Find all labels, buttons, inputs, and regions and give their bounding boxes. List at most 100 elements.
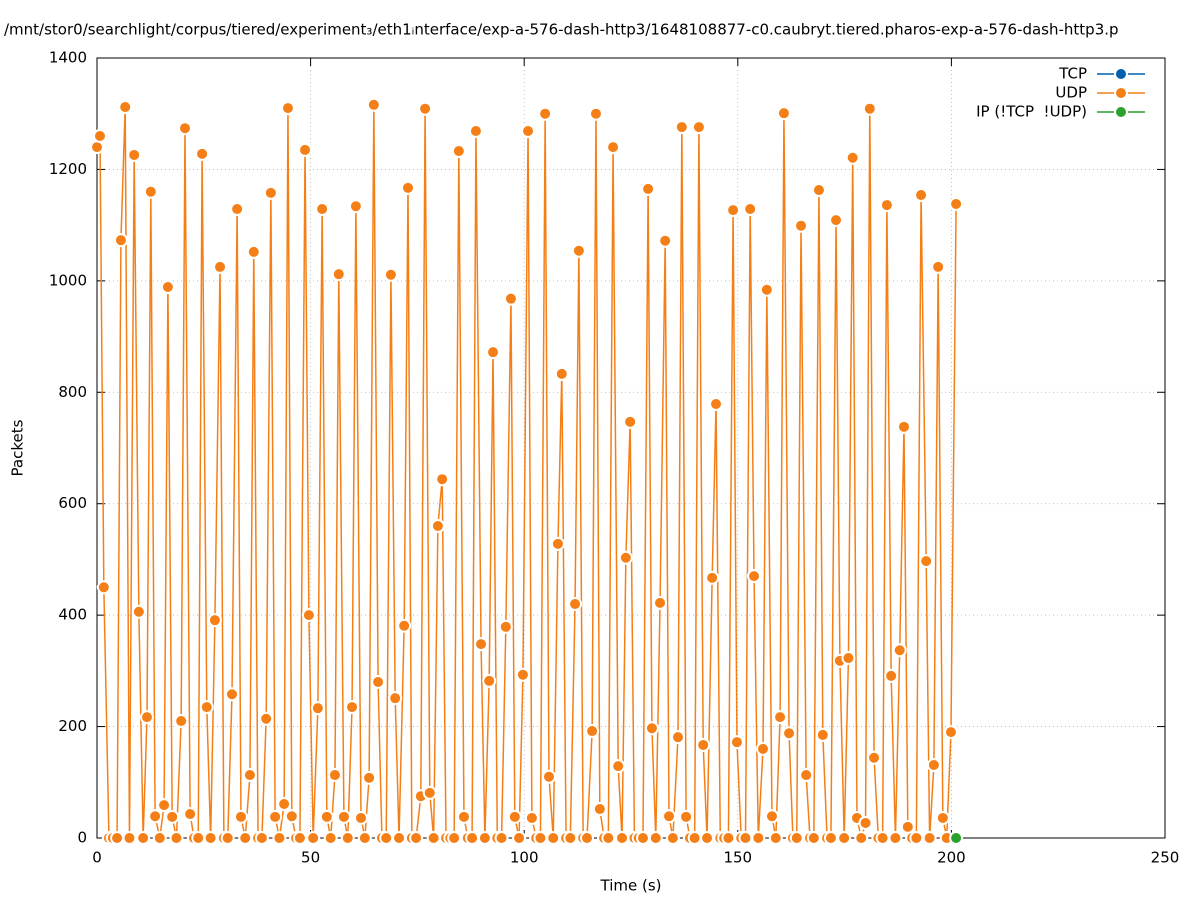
data-point [213, 259, 228, 274]
data-point [726, 203, 741, 218]
data-point [512, 831, 527, 845]
data-point [854, 831, 869, 845]
y-tick-label: 1400 [49, 49, 87, 67]
data-point [157, 798, 172, 813]
data-point [799, 768, 814, 783]
data-point [611, 759, 626, 774]
data-point [747, 569, 762, 584]
data-point [729, 735, 744, 750]
data-point [284, 809, 299, 824]
y-tick-label: 800 [58, 383, 87, 401]
data-point [110, 831, 125, 845]
data-point [254, 831, 269, 845]
data-point [794, 218, 809, 233]
data-point [533, 831, 548, 845]
data-point [169, 831, 184, 845]
data-point [823, 831, 838, 845]
data-point [592, 802, 607, 817]
y-tick-label: 200 [58, 717, 87, 735]
data-point [670, 730, 685, 745]
data-point [92, 129, 107, 143]
data-point [931, 259, 946, 274]
data-point [588, 106, 603, 121]
data-point [691, 120, 706, 135]
plot-area [90, 97, 964, 845]
data-point [935, 810, 950, 825]
data-point [191, 831, 206, 845]
data-point [618, 550, 633, 565]
data-point [298, 142, 313, 157]
data-point [858, 815, 873, 830]
legend-label: IP (!TCP !UDP) [976, 103, 1087, 121]
data-point [357, 831, 372, 845]
data-point [919, 554, 934, 569]
data-point [409, 831, 424, 845]
data-point [301, 608, 316, 623]
data-point [579, 831, 594, 845]
data-point [709, 396, 724, 411]
x-tick-label: 0 [92, 849, 102, 867]
data-point [263, 185, 278, 200]
data-point [292, 831, 307, 845]
data-point [585, 724, 600, 739]
data-point [340, 831, 355, 845]
data-point [246, 244, 261, 259]
data-point [776, 106, 791, 121]
data-point [174, 714, 189, 728]
data-point [310, 701, 325, 716]
data-point [139, 710, 154, 725]
data-point [486, 345, 501, 360]
chart-title: /mnt/stor0/searchlight/corpus/tiered/exp… [4, 21, 1119, 39]
data-point [879, 198, 894, 213]
data-point [319, 809, 334, 824]
data-point [841, 651, 856, 666]
data-point [524, 810, 539, 825]
data-point [456, 809, 471, 824]
data-point [122, 831, 137, 845]
data-point [327, 768, 342, 783]
data-point [515, 667, 530, 682]
data-point [498, 619, 513, 634]
data-point [635, 831, 650, 845]
data-point [789, 831, 804, 845]
y-tick-label: 400 [58, 606, 87, 624]
data-point [127, 147, 142, 162]
data-point [494, 831, 509, 845]
data-point [397, 618, 412, 633]
data-point [242, 768, 257, 783]
data-point [773, 710, 788, 725]
data-point [348, 199, 363, 214]
data-point [113, 233, 128, 248]
x-tick-label: 250 [1151, 849, 1180, 867]
data-point [199, 700, 214, 715]
data-point [345, 700, 360, 715]
data-point [224, 687, 239, 702]
data-point [507, 809, 522, 824]
data-point [422, 785, 437, 800]
data-point [379, 831, 394, 845]
data-point [829, 213, 844, 228]
data-point [896, 419, 911, 434]
series-line [96, 104, 957, 839]
data-point [306, 831, 321, 845]
data-point [230, 201, 245, 216]
data-point [546, 831, 561, 845]
data-point [401, 180, 416, 195]
data-point [238, 831, 253, 845]
data-point [665, 831, 680, 845]
data-point [203, 831, 218, 845]
data-point [764, 809, 779, 824]
data-point [354, 810, 369, 825]
data-point [687, 831, 702, 845]
data-point [768, 831, 783, 845]
data-point [648, 831, 663, 845]
data-point [96, 580, 111, 595]
y-tick-label: 0 [77, 829, 87, 847]
data-point [845, 150, 860, 165]
data-point [136, 831, 151, 845]
data-point [315, 201, 330, 216]
data-point [207, 613, 222, 628]
x-tick-label: 150 [723, 849, 752, 867]
legend-label: TCP [1058, 65, 1087, 83]
data-point [477, 831, 492, 845]
